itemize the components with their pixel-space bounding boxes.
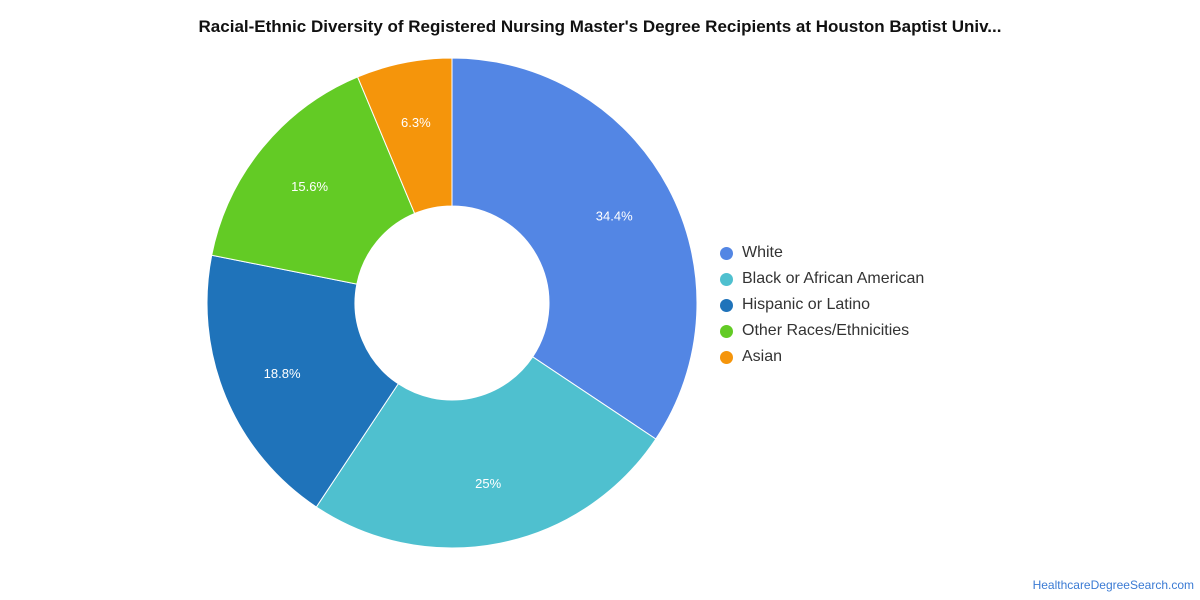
slice-other-races-ethnicities[interactable] (211, 76, 416, 285)
slice-label-asian: 6.3% (401, 115, 431, 130)
legend-item-other-races-ethnicities[interactable]: Other Races/Ethnicities (720, 318, 924, 344)
slice-label-black-or-african-american: 25% (475, 476, 501, 491)
source-credit-link[interactable]: HealthcareDegreeSearch.com (1032, 578, 1194, 592)
legend-item-white[interactable]: White (720, 240, 924, 266)
slice-label-other-races-ethnicities: 15.6% (291, 179, 328, 194)
chart-title: Racial-Ethnic Diversity of Registered Nu… (198, 17, 1002, 36)
legend-label-white: White (742, 244, 783, 261)
legend-swatch-other-races-ethnicities (720, 324, 733, 338)
slice-hispanic-or-latino[interactable] (206, 254, 399, 508)
legend-item-black-or-african-american[interactable]: Black or African American (720, 266, 924, 292)
legend-item-asian[interactable]: Asian (720, 344, 924, 370)
slice-asian[interactable] (356, 57, 453, 215)
legend-item-hispanic-or-latino[interactable]: Hispanic or Latino (720, 292, 924, 318)
legend-swatch-black-or-african-american (720, 272, 733, 286)
legend-swatch-white (720, 246, 733, 260)
legend-label-other-races-ethnicities: Other Races/Ethnicities (742, 322, 910, 339)
slice-white[interactable] (451, 57, 698, 440)
legend-swatch-hispanic-or-latino (720, 298, 733, 312)
legend-swatch-asian (720, 350, 733, 364)
legend-label-hispanic-or-latino: Hispanic or Latino (742, 296, 871, 313)
chart-legend: White Black or African American Hispanic… (720, 240, 924, 370)
slice-black-or-african-american[interactable] (315, 356, 657, 549)
slice-label-hispanic-or-latino: 18.8% (264, 366, 301, 381)
legend-label-black-or-african-american: Black or African American (742, 270, 925, 287)
legend-label-asian: Asian (742, 348, 783, 365)
slice-label-white: 34.4% (596, 209, 633, 224)
